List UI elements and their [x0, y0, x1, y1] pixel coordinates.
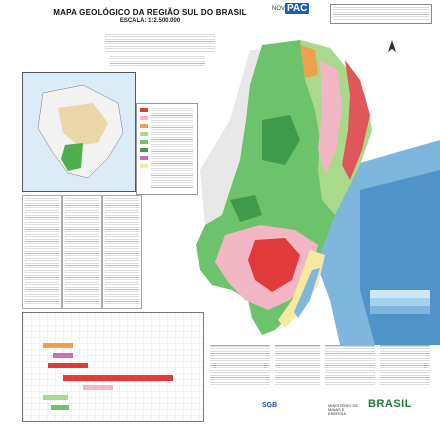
map-scale: ESCALA: 1:2.500.000 [119, 18, 181, 24]
ocean-depth-legend [370, 290, 430, 330]
dark-basalt [262, 115, 300, 165]
notes-text-1 [210, 345, 270, 386]
notes-text-4 [380, 345, 430, 386]
stratigraphic-matrix [22, 312, 204, 422]
inset-south-region [61, 143, 83, 171]
ministry-logo-text: MINISTÉRIO DE MINAS E ENERGIA [328, 403, 359, 416]
index-column-1 [22, 195, 62, 309]
notes-text-2 [275, 345, 320, 386]
inset-location-map [22, 72, 136, 192]
header-fine-text [105, 34, 215, 52]
map-title: MAPA GEOLÓGICO DA REGIÃO SUL DO BRASIL [53, 8, 247, 17]
matrix-grid [23, 313, 203, 421]
legend-box [136, 103, 198, 195]
orange-unit [300, 45, 318, 78]
index-column-3 [102, 195, 142, 309]
notes-text-3 [325, 345, 375, 386]
dark-basalt-2 [230, 195, 262, 222]
index-column-2 [62, 195, 102, 309]
inset-states-fill [58, 103, 108, 145]
inset-svg [23, 73, 135, 191]
coastal-plain [278, 250, 325, 328]
north-arrow-icon [388, 40, 396, 52]
coastal-granites [342, 60, 370, 180]
rs-shield-red [248, 238, 300, 292]
lagoon [294, 268, 320, 318]
government-brasil-logo: BRASIL [368, 398, 412, 410]
header-fine-text-2 [110, 56, 205, 66]
header-info-box [330, 4, 432, 24]
novo-pac-logo-novo: NOVO [272, 6, 290, 12]
sgb-logo: SGB [262, 402, 278, 409]
pink-sediments-north [318, 60, 342, 175]
neighbor-countries [200, 50, 262, 225]
novo-pac-logo: PAC [285, 3, 310, 14]
